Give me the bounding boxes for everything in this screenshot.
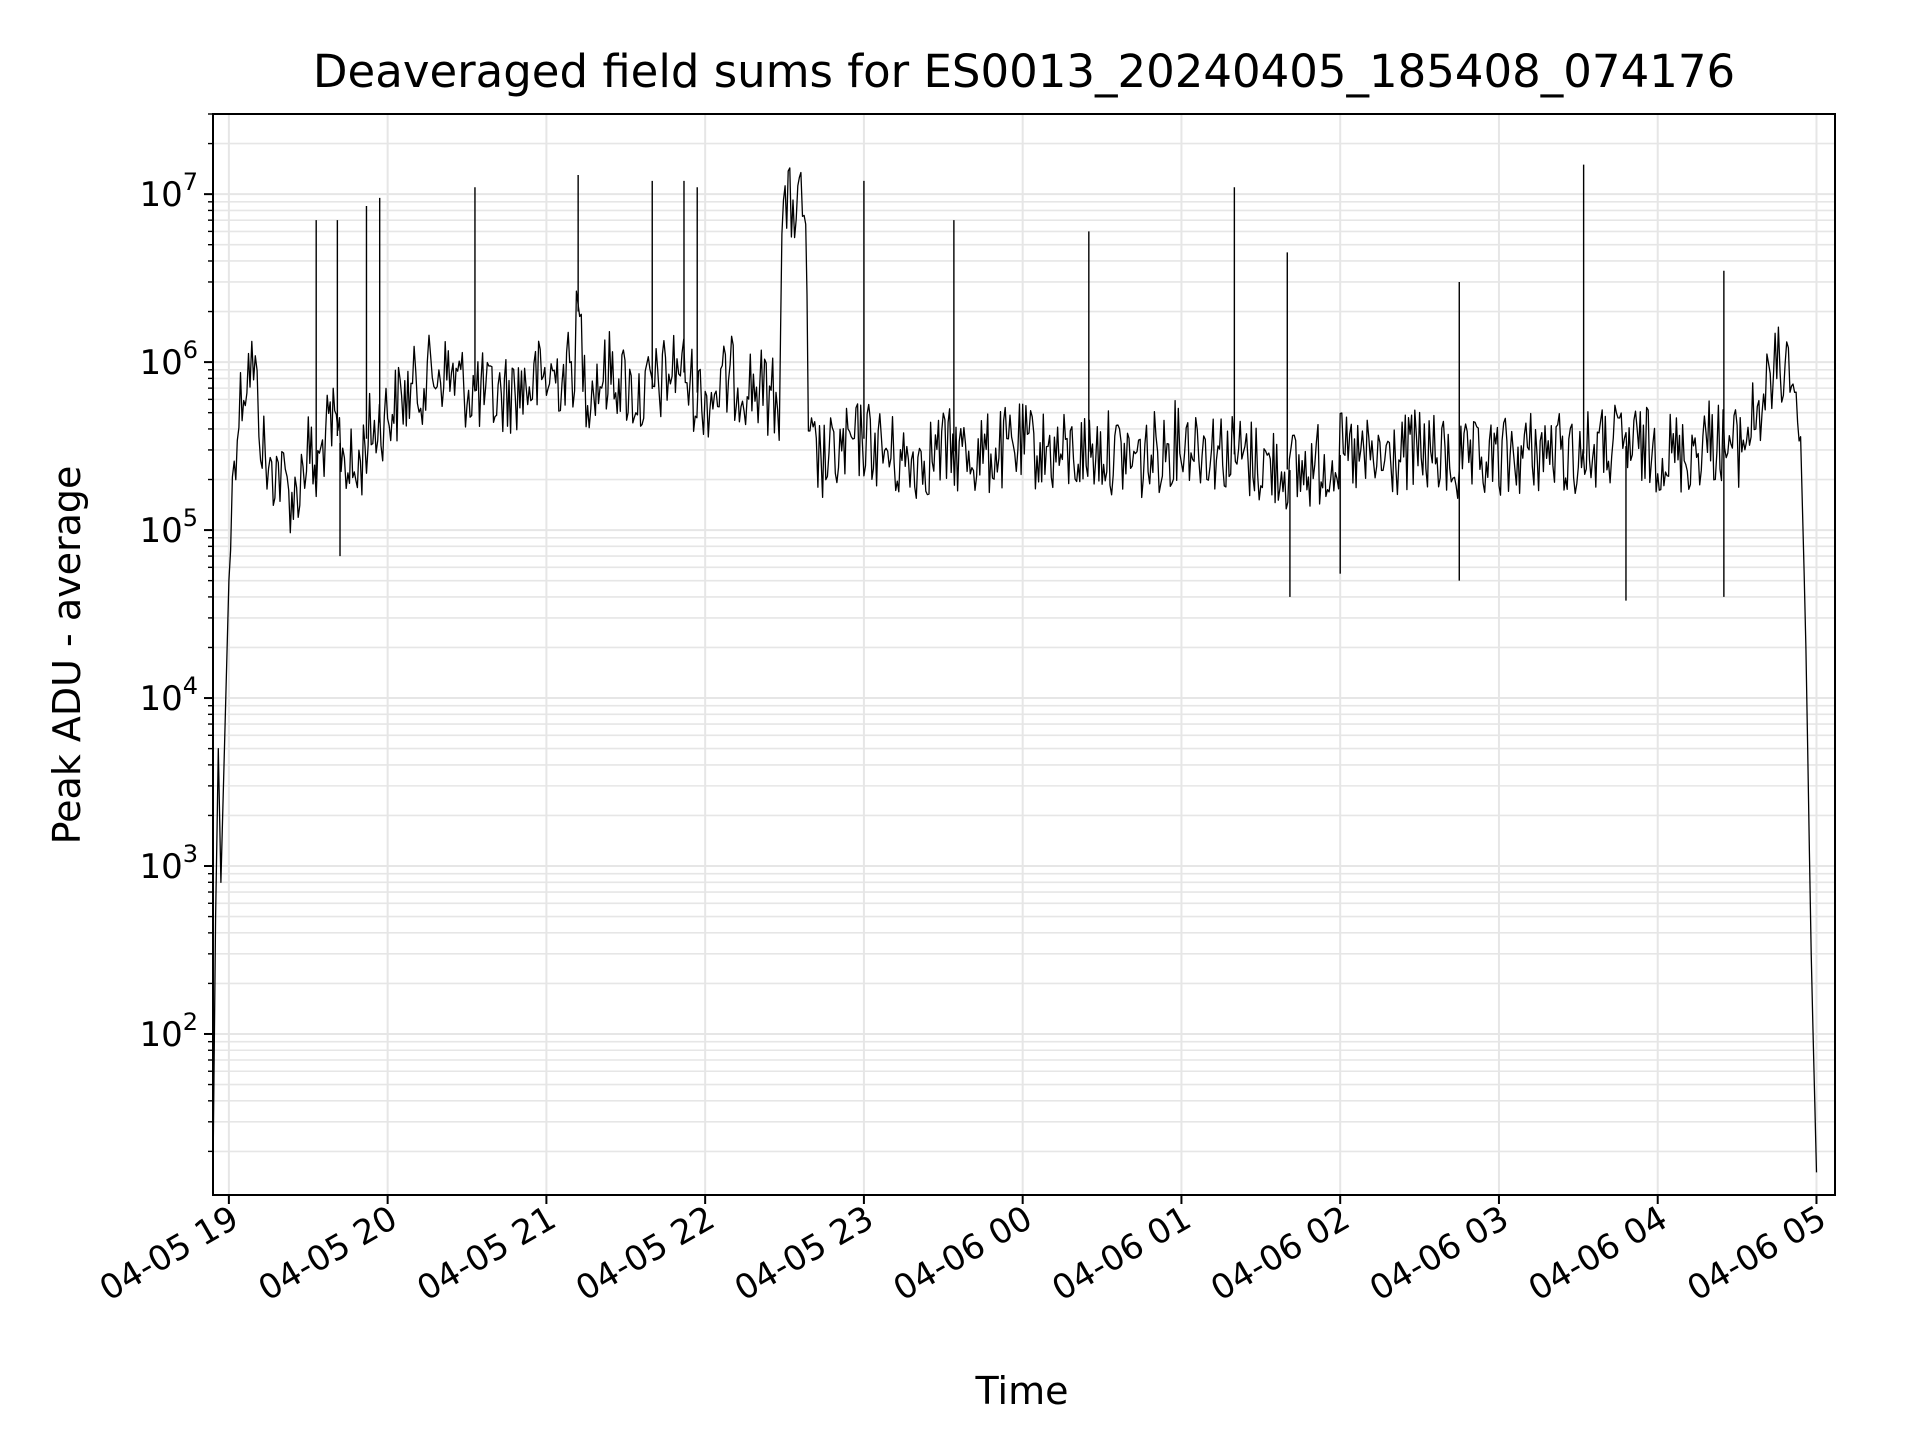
y-tick-label: 103	[139, 840, 198, 887]
chart-title: Deaveraged field sums for ES0013_2024040…	[313, 45, 1735, 98]
series-path	[212, 167, 1818, 1173]
y-tick-label: 107	[139, 168, 198, 215]
y-axis-label: Peak ADU - average	[45, 466, 89, 845]
y-tick-label: 104	[139, 672, 198, 719]
y-tick-label: 106	[139, 336, 198, 383]
series-line	[212, 164, 1818, 1173]
y-tick-label: 105	[139, 504, 198, 551]
y-tick-label: 102	[139, 1008, 198, 1055]
grid	[213, 113, 1835, 1195]
y-axis: 102 103 104 105 106 107	[139, 113, 213, 1153]
plot-frame	[212, 113, 1836, 1196]
x-axis-label: Time	[975, 1369, 1069, 1413]
